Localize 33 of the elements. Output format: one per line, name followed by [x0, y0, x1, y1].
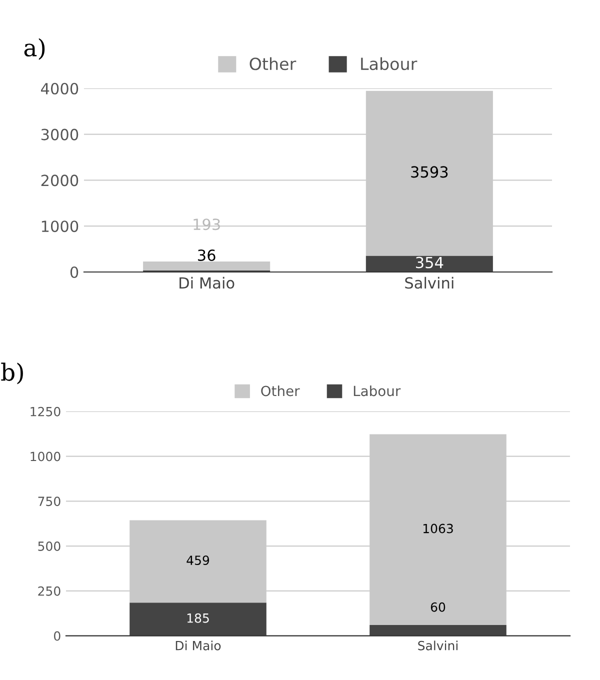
data-label: 459 — [186, 556, 210, 566]
x-tick-label: Salvini — [418, 640, 458, 650]
x-tick-label: Salvini — [405, 276, 454, 289]
data-label: 60 — [430, 602, 446, 612]
x-tick-label: Di Maio — [176, 640, 221, 650]
bar — [370, 625, 506, 636]
bar — [130, 602, 266, 636]
x-tick-label: Di Maio — [180, 276, 234, 289]
y-tick-label: 3000 — [41, 128, 78, 140]
data-label: 354 — [416, 256, 444, 268]
y-tick-label: 0 — [70, 266, 78, 278]
y-tick-label: 4000 — [41, 82, 78, 94]
bar — [143, 261, 270, 270]
data-label: 3593 — [411, 166, 448, 178]
y-tick-label: 1250 — [30, 406, 60, 416]
legend-label: Labour — [354, 385, 401, 396]
data-label: 36 — [198, 249, 216, 262]
data-label: 193 — [194, 218, 220, 230]
y-tick-label: 0 — [54, 631, 60, 641]
data-label: 185 — [187, 613, 209, 623]
legend-label: Other — [261, 385, 300, 396]
chart-title: a) — [24, 38, 45, 60]
legend-label: Labour — [361, 57, 418, 70]
data-label: 1063 — [423, 524, 453, 534]
legend-label: Other — [250, 57, 296, 70]
y-tick-label: 750 — [38, 496, 60, 506]
y-tick-label: 2000 — [41, 174, 78, 186]
y-tick-label: 1000 — [42, 220, 78, 232]
chart-title: b) — [1, 362, 23, 384]
bar — [366, 256, 493, 272]
y-tick-label: 500 — [38, 542, 60, 551]
y-tick-label: 1000 — [30, 452, 60, 462]
y-tick-label: 250 — [38, 586, 60, 596]
